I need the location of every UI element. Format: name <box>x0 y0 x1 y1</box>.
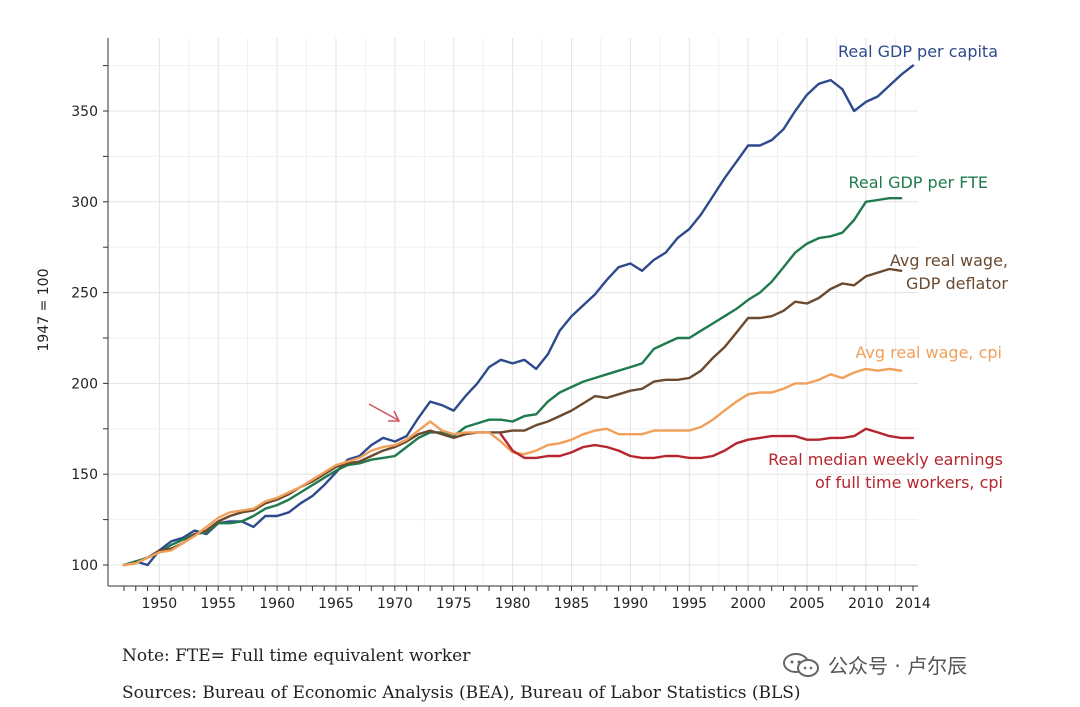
series-line-4 <box>122 367 903 567</box>
watermark-text: 公众号 · 卢尔辰 <box>828 654 968 678</box>
y-axis-ticks: 100 150 200 250 300 350 <box>71 65 108 574</box>
annotation-arrow <box>368 403 401 422</box>
y-axis-label: 1947 = 100 <box>36 269 52 352</box>
x-tick-label: 1980 <box>495 596 531 612</box>
x-tick-label: 1965 <box>318 596 354 612</box>
sources-text: Sources: Bureau of Economic Analysis (BE… <box>122 683 801 703</box>
series-label-4: Avg real wage, cpi <box>855 343 1002 362</box>
x-tick-label: 1950 <box>142 596 178 612</box>
x-tick-label: 1960 <box>259 596 295 612</box>
series-line-1 <box>122 64 915 567</box>
x-tick-label: 1995 <box>671 596 707 612</box>
y-tick-label: 300 <box>71 195 98 211</box>
wechat-icon <box>783 652 819 677</box>
series-label-3: Avg real wage, <box>890 251 1008 270</box>
series-label-5: Real median weekly earnings <box>768 450 1003 469</box>
series-lines <box>122 64 915 567</box>
series-label-5: of full time workers, cpi <box>815 473 1003 492</box>
watermark: 公众号 · 卢尔辰 <box>782 650 967 679</box>
x-tick-label: 2014 <box>895 596 931 612</box>
series-line-3 <box>122 267 903 567</box>
x-tick-label: 2000 <box>730 596 766 612</box>
x-tick-label: 2005 <box>789 596 825 612</box>
x-tick-label: 2010 <box>848 596 884 612</box>
x-tick-label: 1990 <box>613 596 649 612</box>
x-axis-ticks: 1950 1955 1960 1965 1970 1975 1980 1985 1990 1995… <box>123 586 931 612</box>
y-tick-label: 150 <box>71 467 98 483</box>
x-tick-label: 1955 <box>200 596 236 612</box>
series-label-1: Real GDP per capita <box>838 42 998 61</box>
y-tick-label: 100 <box>71 558 98 574</box>
x-tick-label: 1985 <box>554 596 590 612</box>
y-tick-label: 350 <box>71 104 98 120</box>
note-text: Note: FTE= Full time equivalent worker <box>122 646 471 666</box>
y-tick-label: 250 <box>71 286 98 302</box>
series-label-2: Real GDP per FTE <box>849 173 989 192</box>
series-label-3: GDP deflator <box>906 274 1008 293</box>
y-tick-label: 200 <box>71 376 98 392</box>
series-line-2 <box>122 196 903 567</box>
series-labels: Real GDP per capita Real GDP per FTE Avg r… <box>768 42 1008 492</box>
grid-lines <box>108 38 918 586</box>
x-tick-label: 1970 <box>377 596 413 612</box>
series-line-5 <box>499 427 915 460</box>
x-tick-label: 1975 <box>436 596 472 612</box>
